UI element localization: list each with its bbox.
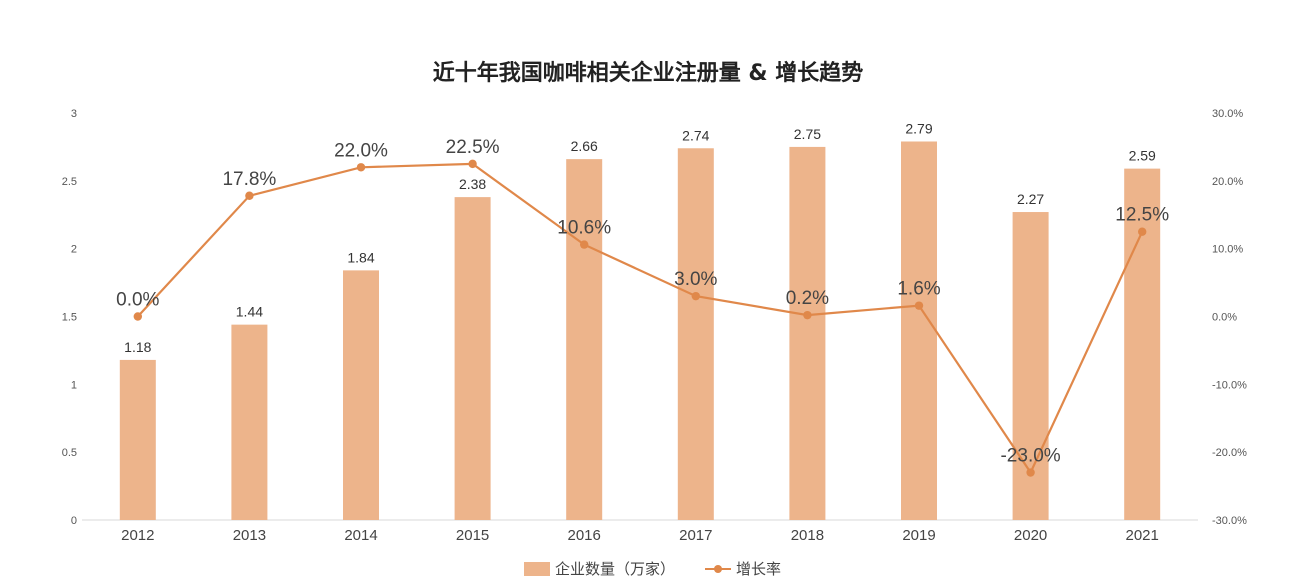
bar-series: [119, 141, 1161, 521]
bar-2019: [901, 141, 937, 521]
legend: 企业数量（万家） 增长率: [524, 560, 781, 578]
x-tick-2018: 2018: [791, 527, 824, 544]
bar-2014: [343, 270, 379, 520]
growth-label-2017: 3.0%: [674, 269, 717, 290]
x-axis-ticks: 2012 2013 2014 2015 2016 2017 2018 2019 2020 2021: [121, 527, 1159, 544]
growth-label-2018: 0.2%: [786, 288, 829, 309]
growth-label-2020: -23.0%: [1000, 446, 1060, 467]
bar-label-2016: 2.66: [571, 138, 598, 154]
x-tick-2012: 2012: [121, 527, 154, 544]
growth-label-2016: 10.6%: [557, 218, 611, 239]
right-tick-label: 30.0%: [1212, 108, 1243, 120]
x-tick-2013: 2013: [233, 527, 266, 544]
right-tick-label: -10.0%: [1212, 379, 1247, 391]
growth-point-2015: [468, 159, 477, 169]
x-tick-2014: 2014: [344, 527, 377, 544]
growth-point-2017: [691, 291, 700, 301]
bar-2015: [454, 197, 491, 520]
left-tick-label: 2.5: [62, 176, 77, 188]
right-tick-label: -20.0%: [1212, 447, 1247, 459]
growth-label-2019: 1.6%: [897, 279, 940, 300]
x-tick-2016: 2016: [568, 527, 601, 544]
growth-label-2015: 22.5%: [446, 137, 500, 158]
growth-point-2020: [1026, 468, 1035, 477]
left-tick-label: 0: [71, 515, 77, 527]
bar-label-2021: 2.59: [1129, 148, 1156, 164]
bar-2012: [119, 359, 156, 520]
growth-rate-line: [136, 162, 1144, 475]
bar-2017: [677, 148, 714, 521]
x-tick-2019: 2019: [902, 527, 935, 544]
left-tick-label: 1.5: [62, 312, 77, 324]
bar-2021: [1124, 168, 1161, 520]
growth-label-2021: 12.5%: [1115, 205, 1169, 226]
growth-point-2016: [580, 240, 589, 249]
right-tick-label: 10.0%: [1212, 244, 1243, 256]
line-data-labels: 0.0% 17.8% 22.0% 22.5% 10.6% 3.0% 0.2% 1.6% -23.…: [116, 137, 1169, 467]
x-tick-2021: 2021: [1126, 527, 1159, 544]
left-tick-label: 0.5: [62, 447, 77, 459]
bar-2018: [789, 146, 826, 520]
bar-label-2013: 1.44: [236, 304, 263, 320]
growth-point-2014: [356, 163, 366, 172]
legend-label-bar: 企业数量（万家）: [555, 560, 675, 578]
right-tick-label: 0.0%: [1212, 312, 1237, 324]
left-tick-label: 2: [71, 244, 77, 256]
bar-label-2018: 2.75: [794, 126, 821, 142]
bar-2013: [231, 324, 268, 520]
right-tick-label: 20.0%: [1212, 176, 1243, 188]
left-tick-label: 3: [71, 108, 77, 120]
left-tick-label: 1: [71, 379, 77, 391]
x-tick-2015: 2015: [456, 527, 489, 544]
left-y-axis: 0 0.5 1 1.5 2 2.5 3: [62, 108, 77, 527]
growth-label-2013: 17.8%: [222, 169, 276, 190]
growth-point-2018: [803, 310, 812, 320]
growth-label-2012: 0.0%: [116, 290, 159, 311]
bar-label-2017: 2.74: [682, 127, 709, 143]
chart-title: 近十年我国咖啡相关企业注册量 & 增长趋势: [433, 60, 864, 86]
bar-label-2014: 1.84: [347, 249, 374, 265]
legend-swatch-bar: [524, 562, 550, 576]
x-tick-2017: 2017: [679, 527, 712, 544]
bar-label-2019: 2.79: [905, 120, 932, 136]
bar-label-2015: 2.38: [459, 176, 486, 192]
bar-2016: [566, 159, 603, 521]
growth-label-2014: 22.0%: [334, 140, 388, 161]
growth-point-2012: [133, 312, 142, 321]
right-y-axis: -30.0% -20.0% -10.0% 0.0% 10.0% 20.0% 30.0%: [1212, 108, 1247, 527]
growth-point-2021: [1138, 227, 1147, 236]
bar-label-2020: 2.27: [1017, 191, 1044, 207]
growth-point-2019: [914, 301, 924, 310]
legend-label-line: 增长率: [736, 560, 781, 578]
legend-swatch-marker: [714, 565, 722, 573]
growth-point-2013: [245, 191, 254, 200]
bar-data-labels: 1.18 1.44 1.84 2.38 2.66 2.74 2.75 2.79 2.27 2.59: [124, 120, 1156, 354]
line-series: [133, 159, 1147, 477]
x-tick-2020: 2020: [1014, 527, 1047, 544]
right-tick-label: -30.0%: [1212, 515, 1247, 527]
bar-label-2012: 1.18: [124, 339, 151, 355]
